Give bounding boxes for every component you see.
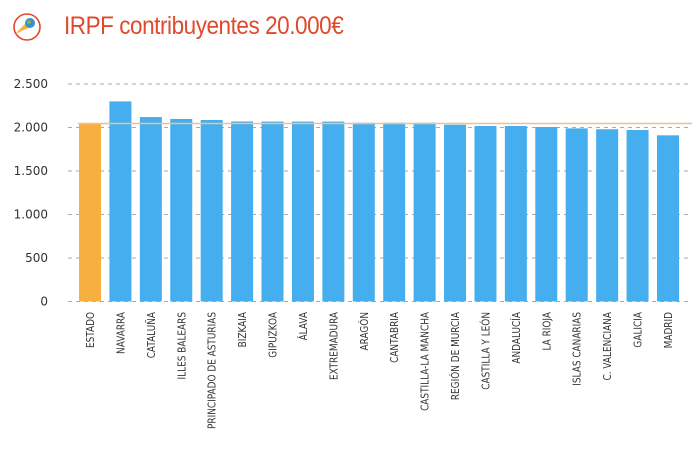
x-tick-label: ÁLAVA: [296, 312, 310, 341]
x-tick-label: CANTABRIA: [390, 312, 402, 363]
y-tick-label: 2.500: [14, 77, 48, 91]
x-tick-label: ILLES BALEARS: [177, 312, 189, 379]
x-tick-label: REGIÓN DE MURCIA: [448, 312, 462, 400]
bar-la-rioja: [535, 126, 558, 302]
bar-extremadura: [322, 121, 345, 302]
bar-regi-n-de-murcia: [444, 124, 467, 302]
bar-illes-balears: [170, 118, 193, 302]
y-tick-label: 500: [25, 251, 48, 265]
x-tick-label: ESTADO: [85, 312, 97, 348]
bar-andaluc-a: [504, 126, 527, 302]
x-tick-label: CATALUÑA: [144, 312, 158, 359]
bar-cantabria: [383, 122, 406, 302]
bar-navarra: [109, 101, 132, 302]
bar--lava: [291, 121, 314, 302]
y-tick-label: 2.000: [14, 121, 48, 135]
x-tick-label: CASTILLA Y LEÓN: [479, 312, 493, 390]
x-tick-label: BIZKAIA: [237, 312, 249, 348]
x-tick-label: PRINCIPADO DE ASTURIAS: [207, 312, 219, 429]
x-tick-label: C. VALENCIANA: [603, 312, 615, 381]
x-tick-label: EXTREMADURA: [329, 312, 341, 380]
bar-bizkaia: [231, 121, 254, 302]
bar-castilla-y-le-n: [474, 126, 497, 302]
bar-madrid: [656, 135, 679, 302]
bar-estado: [79, 123, 101, 302]
bar-principado-de-asturias: [200, 120, 223, 302]
x-tick-label: GIPUZKOA: [268, 312, 280, 358]
x-tick-label: ARAGÓN: [357, 312, 371, 350]
bar-catalu-a: [139, 117, 162, 302]
x-tick-label: LA RIOJA: [542, 312, 554, 351]
x-tick-label: CASTILLA-LA MANCHA: [420, 312, 432, 411]
bar-castilla-la-mancha: [413, 122, 436, 302]
x-tick-label: GALICIA: [633, 312, 645, 348]
x-tick-label: MADRID: [663, 312, 675, 348]
chart-title: IRPF contribuyentes 20.000€: [64, 12, 344, 40]
bar-arag-n: [352, 122, 375, 302]
x-tick-label: ANDALUCÍA: [509, 312, 523, 364]
globe-cone-logo-icon: [13, 13, 41, 41]
bar-gipuzkoa: [261, 121, 284, 302]
bar-galicia: [626, 130, 649, 302]
bar-c-valenciana: [596, 129, 619, 302]
x-tick-label: ISLAS CANARIAS: [572, 312, 584, 386]
y-tick-label: 1.000: [14, 208, 48, 222]
y-tick-label: 0: [40, 295, 48, 309]
y-tick-label: 1.500: [14, 164, 48, 178]
x-tick-label: NAVARRA: [116, 312, 128, 354]
bar-islas-canarias: [565, 128, 588, 302]
